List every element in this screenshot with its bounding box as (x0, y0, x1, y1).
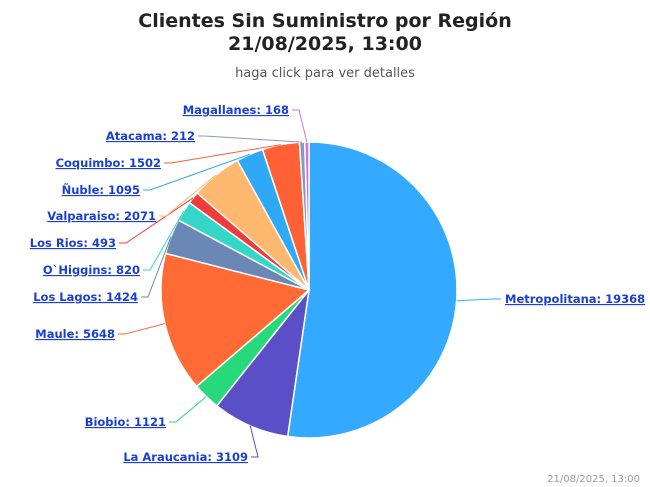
connector-biobio (169, 396, 207, 423)
connector-valparaiso (159, 174, 217, 217)
connector-nuble (143, 153, 250, 191)
pie-slice-maule[interactable] (160, 252, 311, 388)
connector-los-lagos (141, 236, 172, 298)
connector-o-higgins (143, 211, 185, 271)
chart-title: Clientes Sin Suministro por Región (138, 10, 511, 32)
connector-atacama (198, 135, 303, 143)
pie-slice-metropolitana[interactable] (286, 141, 458, 439)
chart-credit: 21/08/2025, 13:00 (547, 474, 640, 485)
connector-los-rios (119, 197, 194, 244)
slice-label-magallanes[interactable]: Magallanes: 168 (183, 103, 289, 117)
chart-subtitle: haga click para ver detalles (235, 66, 415, 81)
slice-label-metropolitana[interactable]: Metropolitana: 19368 (505, 292, 645, 306)
slice-label-nuble[interactable]: Ñuble: 1095 (62, 182, 140, 197)
chart-title-date: 21/08/2025, 13:00 (228, 33, 422, 55)
connector-coquimbo (164, 144, 281, 164)
slice-labels: Metropolitana: 19368 La Araucania: 3109 Bi… (30, 103, 645, 464)
label-connectors (118, 109, 501, 458)
slice-label-biobio[interactable]: Biobio: 1121 (85, 415, 166, 429)
slice-label-maule[interactable]: Maule: 5648 (35, 327, 115, 341)
slice-label-coquimbo[interactable]: Coquimbo: 1502 (56, 156, 161, 170)
slice-label-valparaiso[interactable]: Valparaiso: 2071 (47, 209, 156, 223)
connector-magallanes (292, 109, 308, 143)
slice-label-los-lagos[interactable]: Los Lagos: 1424 (33, 290, 138, 304)
connector-metropolitana (456, 298, 501, 302)
slice-label-los-rios[interactable]: Los Rios: 493 (30, 236, 116, 250)
pie-slices (160, 141, 458, 439)
slice-label-atacama[interactable]: Atacama: 212 (106, 129, 195, 143)
slice-label-o-higgins[interactable]: O`Higgins: 820 (43, 263, 140, 277)
connector-maule (118, 323, 165, 335)
connector-la-araucania (249, 425, 259, 458)
slice-label-la-araucania[interactable]: La Araucania: 3109 (123, 450, 248, 464)
